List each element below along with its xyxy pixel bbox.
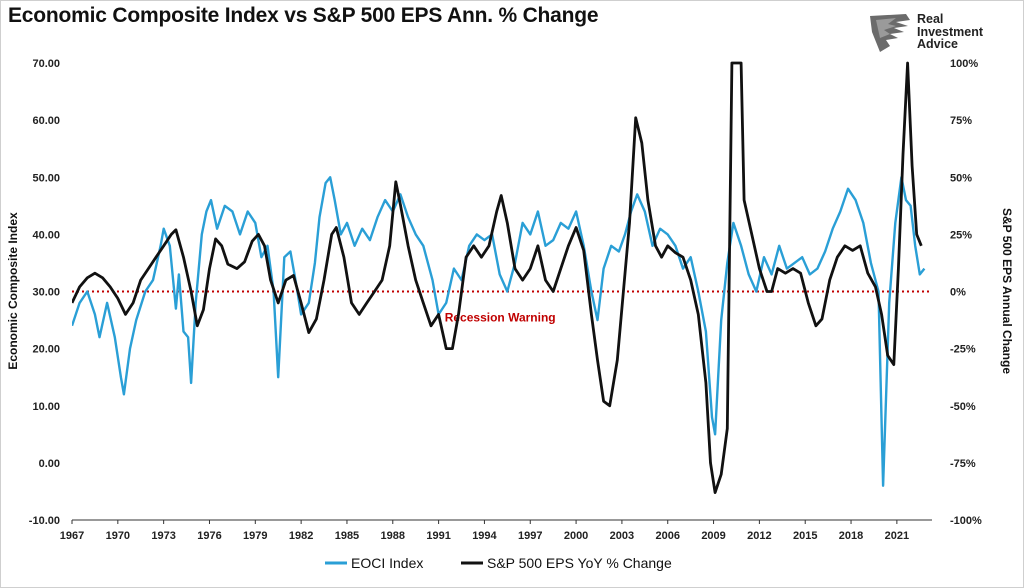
x-tick-label: 2006: [655, 530, 679, 542]
y-right-tick-label: -100%: [950, 515, 982, 527]
y-left-tick-label: 70.00: [32, 58, 60, 70]
x-tick-label: 1970: [106, 530, 130, 542]
x-tick-label: 2012: [747, 530, 771, 542]
y-right-tick-label: -50%: [950, 401, 976, 413]
x-tick-label: 1991: [426, 530, 450, 542]
logo-text: Real Investment Advice: [917, 13, 983, 51]
y-right-tick-label: 25%: [950, 229, 972, 241]
legend-label-eps: S&P 500 EPS YoY % Change: [487, 555, 672, 571]
x-tick-label: 2015: [793, 530, 817, 542]
y-right-tick-label: 100%: [950, 58, 978, 70]
x-tick-label: 1976: [197, 530, 221, 542]
y-left-tick-label: 60.00: [32, 115, 60, 127]
chart-title: Economic Composite Index vs S&P 500 EPS …: [8, 4, 599, 27]
x-tick-label: 1988: [381, 530, 405, 542]
plot-area: Recession Warning: [72, 61, 932, 494]
logo-line-2: Investment: [917, 24, 983, 39]
y-axis-left-title: Economic Composite Index: [6, 212, 20, 370]
y-left-tick-label: 10.00: [32, 401, 60, 413]
x-tick-label: 2000: [564, 530, 588, 542]
x-tick-label: 1982: [289, 530, 313, 542]
x-tick-label: 1973: [151, 530, 175, 542]
axes: 1967 1970 1973 1976 1979 1982 1985 1988 1991 1994…: [29, 58, 982, 542]
y-left-tick-label: -10.00: [29, 515, 60, 527]
series-line-eps: [72, 61, 923, 494]
y-right-tick-label: -25%: [950, 344, 976, 356]
y-left-tick-label: 20.00: [32, 344, 60, 356]
real-investment-advice-logo: [870, 14, 910, 52]
y-left-tick-label: 0.00: [39, 458, 60, 470]
logo-line-3: Advice: [917, 37, 958, 51]
x-tick-label: 1967: [60, 530, 84, 542]
x-tick-label: 1985: [335, 530, 359, 542]
x-tick-label: 1979: [243, 530, 267, 542]
x-tick-label: 2018: [839, 530, 863, 542]
x-tick-label: 1994: [472, 530, 497, 542]
logo-line-1: Real: [917, 12, 944, 26]
series-line-eoci: [72, 176, 926, 487]
y-right-tick-label: 0%: [950, 287, 966, 299]
eagle-logo-icon: [870, 14, 910, 52]
legend: EOCI Index S&P 500 EPS YoY % Change: [325, 555, 672, 571]
y-left-tick-label: 50.00: [32, 172, 60, 184]
y-right-tick-label: -75%: [950, 458, 976, 470]
x-tick-label: 2021: [885, 530, 909, 542]
y-left-tick-label: 40.00: [32, 229, 60, 241]
y-axis-right-title: S&P 500 EPS Annual Change: [1000, 208, 1014, 374]
y-right-tick-label: 50%: [950, 172, 972, 184]
legend-label-eoci: EOCI Index: [351, 555, 423, 571]
x-tick-label: 2009: [701, 530, 725, 542]
y-right-tick-label: 75%: [950, 115, 972, 127]
x-tick-label: 1997: [518, 530, 542, 542]
recession-warning-label: Recession Warning: [445, 311, 556, 325]
x-tick-label: 2003: [610, 530, 634, 542]
y-left-tick-label: 30.00: [32, 287, 60, 299]
